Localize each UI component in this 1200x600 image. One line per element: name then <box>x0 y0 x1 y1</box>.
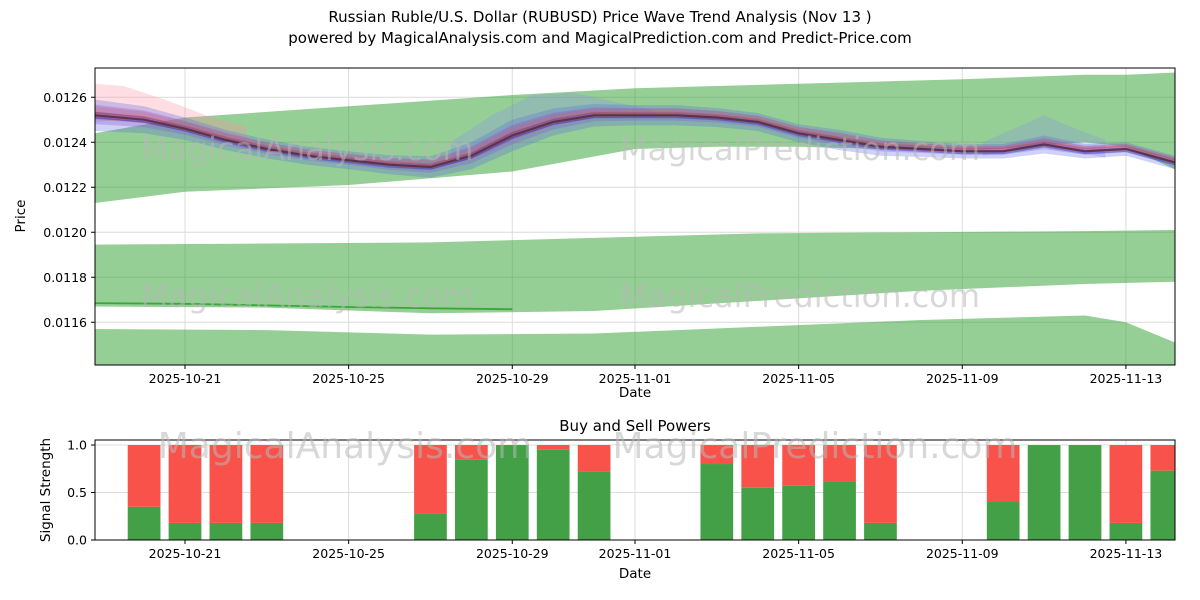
trend-line-red <box>95 111 1175 166</box>
sell-bar <box>414 445 447 514</box>
buy-bar <box>741 487 775 540</box>
y-tick-label: 0.0118 <box>43 270 87 285</box>
buy-sell-powers-title: Buy and Sell Powers <box>559 417 711 435</box>
lower-forecast-band <box>95 315 1175 365</box>
y-tick-label: 0.0 <box>67 533 87 548</box>
middle-forecast-band <box>95 230 1175 314</box>
y-tick-label: 0.0124 <box>43 135 87 150</box>
blue-right-halo <box>982 115 1106 158</box>
buy-bar <box>168 522 202 540</box>
sell-bar <box>168 445 202 523</box>
price-chart-plot <box>95 72 1175 365</box>
pink-start-halo <box>95 83 247 143</box>
y-tick-label: 0.0122 <box>43 180 87 195</box>
upper-forecast-band <box>95 72 1175 203</box>
sell-bar <box>577 445 611 472</box>
buy-bar <box>986 502 1020 540</box>
x-tick-label: 2025-11-13 <box>1090 546 1163 561</box>
x-tick-label: 2025-11-09 <box>926 371 999 386</box>
buy-bar <box>823 481 856 540</box>
sell-bar <box>1109 445 1143 523</box>
sell-bar <box>250 445 284 523</box>
x-tick-label: 2025-11-01 <box>599 546 672 561</box>
x-tick-label: 2025-10-25 <box>312 546 385 561</box>
x-tick-label: 2025-10-29 <box>476 546 549 561</box>
sell-bar <box>455 445 488 460</box>
trend-line-blue <box>95 116 1175 170</box>
x-tick-label: 2025-10-25 <box>312 371 385 386</box>
y-tick-label: 0.0126 <box>43 90 87 105</box>
buy-bar <box>455 459 488 540</box>
buy-bar <box>414 513 447 540</box>
buy-bar <box>1109 522 1143 540</box>
buy-bar <box>700 464 734 540</box>
buy-bar <box>127 506 161 540</box>
x-tick-label: 2025-11-05 <box>762 371 835 386</box>
watermark-text: MagicalPrediction.com <box>620 130 980 168</box>
signal-strength-axis-label: Signal Strength <box>38 437 54 543</box>
watermark-text: MagicalAnalysis.com <box>141 130 474 168</box>
watermark-text: MagicalAnalysis.com <box>141 277 474 315</box>
watermark-text: MagicalPrediction.com <box>620 277 980 315</box>
watermark-text: MagicalAnalysis.com <box>158 426 532 467</box>
sell-bar <box>1150 445 1175 471</box>
chart-subtitle: powered by MagicalAnalysis.com and Magic… <box>288 29 912 47</box>
sell-bar <box>986 445 1020 503</box>
y-tick-label: 0.5 <box>67 485 87 500</box>
sell-bar <box>536 445 570 450</box>
buy-bar <box>1150 470 1175 540</box>
sell-bar <box>127 445 161 507</box>
blue-envelope <box>95 99 1175 178</box>
purple-envelope <box>95 104 1175 173</box>
date-axis-label-bottom: Date <box>618 566 652 582</box>
x-tick-label: 2025-11-05 <box>762 546 835 561</box>
x-tick-label: 2025-10-21 <box>149 371 222 386</box>
x-tick-label: 2025-10-29 <box>476 371 549 386</box>
blue-rally-halo <box>450 92 656 165</box>
price-axis-label: Price <box>13 199 29 233</box>
buy-bar <box>536 449 570 540</box>
buy-bar <box>495 445 529 540</box>
buy-bar <box>209 522 243 540</box>
y-tick-label: 0.0116 <box>43 315 87 330</box>
sell-bar <box>823 445 856 482</box>
chart-title: Russian Ruble/U.S. Dollar (RUBUSD) Price… <box>328 8 872 26</box>
trend-line-dark <box>95 114 1175 169</box>
buy-bar <box>782 485 815 540</box>
sell-bar <box>209 445 243 523</box>
signal-bars <box>127 445 1175 540</box>
sell-bar <box>741 445 775 488</box>
y-tick-label: 0.0120 <box>43 225 87 240</box>
sell-bar <box>782 445 815 486</box>
buy-bar <box>1068 445 1102 540</box>
sell-bar <box>864 445 897 523</box>
buy-bar <box>577 471 611 540</box>
buy-bar <box>864 522 897 540</box>
sell-bar <box>700 445 734 465</box>
x-tick-label: 2025-11-09 <box>926 546 999 561</box>
date-axis-label-top: Date <box>618 385 652 401</box>
y-tick-label: 1.0 <box>67 438 87 453</box>
support-line <box>95 302 513 311</box>
x-tick-label: 2025-10-21 <box>149 546 222 561</box>
x-tick-label: 2025-11-13 <box>1090 371 1163 386</box>
buy-bar <box>250 522 284 540</box>
buy-bar <box>1027 445 1061 540</box>
watermark-text: MagicalPrediction.com <box>613 426 1018 467</box>
x-tick-label: 2025-11-01 <box>599 371 672 386</box>
